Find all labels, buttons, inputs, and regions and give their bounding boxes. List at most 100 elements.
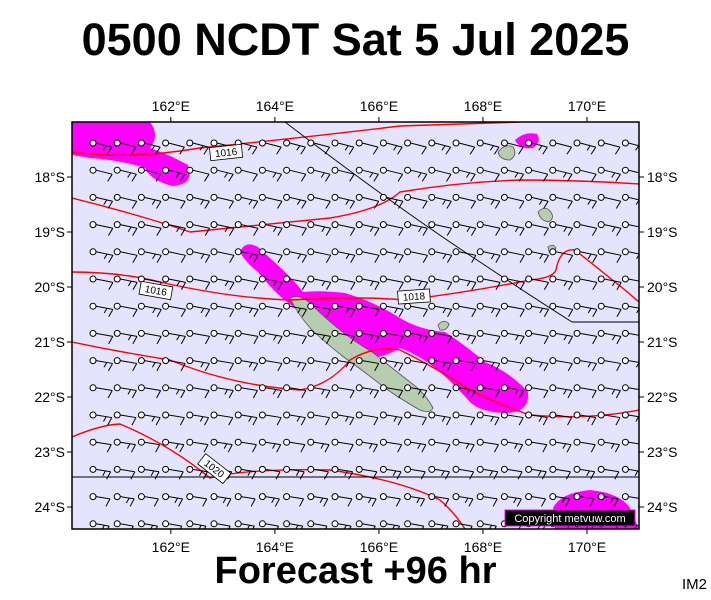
wind-barb [331, 329, 356, 345]
wind-barb [283, 493, 305, 507]
wind-barb [162, 193, 186, 209]
wind-barb [452, 384, 476, 399]
wind-barb [331, 411, 355, 426]
wind-barb [162, 166, 186, 182]
lat-tick-label-left: 18°S [34, 169, 65, 185]
map-frame [71, 121, 640, 530]
wind-barb [234, 357, 259, 372]
wind-barb [137, 493, 159, 507]
wind-barb [258, 166, 283, 182]
lat-tick-label-right: 20°S [647, 279, 678, 295]
wind-barb [137, 193, 162, 209]
wind-barb [500, 166, 525, 182]
wind-barb [307, 193, 331, 209]
wind-barb [210, 248, 235, 263]
wind-barb [162, 275, 187, 290]
wind-barb [113, 221, 138, 236]
wind-barb [379, 166, 404, 182]
wind-barb [258, 520, 280, 529]
wind-barb [234, 221, 259, 236]
wind-barb [210, 275, 235, 290]
wind-barb [404, 139, 427, 155]
wind-barb [500, 357, 525, 372]
wind-barb [525, 221, 549, 236]
wind-barb [283, 221, 307, 236]
wind-barb [621, 438, 639, 446]
wind-barb [597, 221, 622, 236]
wind-barb [234, 520, 255, 529]
wind-barb [452, 221, 477, 236]
wind-barb [162, 411, 185, 426]
wind-barb [500, 493, 522, 507]
wind-barb [379, 302, 404, 318]
wind-barb [428, 411, 452, 426]
wind-barb [476, 493, 498, 507]
wind-barb [331, 438, 354, 453]
wind-barb [428, 520, 449, 529]
lon-tick-label-top: 168°E [464, 98, 502, 114]
wind-barb [307, 166, 331, 182]
wind-barb [476, 139, 500, 155]
lat-tick-label-left: 19°S [34, 224, 65, 240]
lat-tick-label-right: 18°S [647, 169, 678, 185]
wind-barb [452, 438, 475, 453]
wind-barb [258, 329, 283, 345]
wind-barb [283, 139, 306, 155]
wind-barb [210, 221, 235, 236]
wind-barb [186, 302, 211, 318]
wind-barb [89, 166, 113, 182]
wind-barb [283, 520, 304, 529]
wind-barb [331, 493, 353, 507]
wind-barb [500, 411, 524, 426]
isobar-label-1016-west: 1016 [138, 280, 174, 301]
wind-barb [258, 465, 281, 480]
wind-barb [258, 357, 283, 372]
wind-barb [428, 329, 453, 345]
lat-tick-label-right: 24°S [647, 499, 678, 515]
wind-barb [307, 139, 331, 155]
wind-barb [162, 520, 183, 529]
wind-barb [404, 493, 426, 507]
wind-barb [597, 193, 622, 209]
wind-barb [476, 193, 501, 209]
wind-barb [573, 221, 598, 236]
lon-tick-label-bottom: 168°E [464, 539, 502, 555]
wind-barb [307, 411, 331, 426]
wind-barb [500, 275, 525, 290]
wind-barb [428, 139, 452, 155]
wind-barb [404, 357, 428, 372]
wind-barb [186, 329, 211, 345]
lat-tick-label-left: 24°S [34, 499, 65, 515]
wind-barb [355, 302, 380, 318]
isobar-label-text: 1016 [144, 284, 168, 299]
wind-barb [573, 493, 595, 507]
wind-barb [379, 248, 404, 263]
wind-barb [379, 193, 404, 209]
wind-barb [428, 438, 451, 453]
map-title: 0500 NCDT Sat 5 Jul 2025 [81, 14, 630, 65]
wind-barb [89, 329, 114, 345]
wind-barb [89, 275, 114, 290]
wind-barb [137, 139, 161, 155]
wind-barb [331, 139, 355, 155]
axis-labels: 162°E 162°E 164°E 164°E 166°E 166°E 168°E 168°E… [34, 98, 677, 555]
wind-barb [404, 438, 427, 453]
wind-barb [525, 139, 548, 155]
wind-barb [113, 493, 135, 507]
wind-barb [404, 329, 428, 345]
wind-barb [89, 384, 113, 399]
wind-barb [283, 329, 307, 345]
wind-barb [113, 302, 138, 318]
wind-barb [89, 248, 114, 263]
wind-barb [234, 248, 259, 263]
rain-area-northwest [72, 122, 190, 186]
wind-barb [307, 221, 332, 236]
wind-barb [89, 193, 113, 209]
wind-barb [621, 302, 639, 314]
wind-barb [307, 248, 332, 263]
wind-barb [428, 248, 453, 263]
wind-barb [210, 329, 235, 345]
wind-barb [597, 139, 621, 155]
wind-barb [452, 139, 476, 155]
wind-barb [573, 139, 597, 155]
